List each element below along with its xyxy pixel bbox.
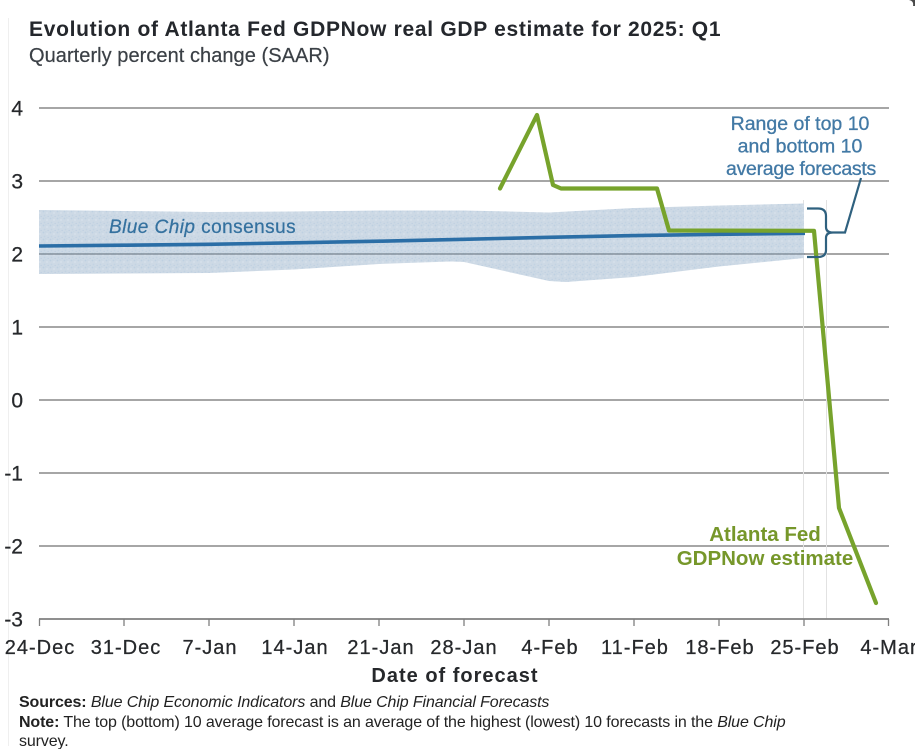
svg-text:-1: -1 (4, 463, 23, 486)
svg-text:3: 3 (11, 171, 23, 194)
svg-text:Atlanta Fed: Atlanta Fed (709, 523, 821, 546)
svg-text:Note: The top (bottom) 10 aver: Note: The top (bottom) 10 average foreca… (19, 714, 786, 731)
svg-text:Quarterly percent change (SAAR: Quarterly percent change (SAAR) (29, 45, 330, 67)
svg-text:1: 1 (11, 317, 23, 340)
svg-text:24-Dec: 24-Dec (5, 637, 75, 659)
svg-text:-3: -3 (4, 609, 23, 632)
svg-text:Evolution of Atlanta Fed GDPNo: Evolution of Atlanta Fed GDPNow real GDP… (29, 18, 721, 41)
svg-text:average forecasts: average forecasts (726, 158, 876, 180)
svg-text:survey.: survey. (19, 733, 69, 749)
svg-text:Date of forecast: Date of forecast (371, 665, 538, 687)
svg-text:18-Feb: 18-Feb (685, 637, 754, 659)
svg-text:7-Jan: 7-Jan (182, 637, 237, 659)
svg-text:25-Feb: 25-Feb (770, 637, 839, 659)
svg-text:2: 2 (11, 244, 23, 267)
svg-text:11-Feb: 11-Feb (601, 637, 669, 659)
svg-text:Range of top 10: Range of top 10 (731, 113, 870, 135)
svg-text:Sources: Blue Chip Economic In: Sources: Blue Chip Economic Indicators a… (19, 694, 549, 711)
svg-text:GDPNow estimate: GDPNow estimate (677, 547, 854, 570)
svg-text:and bottom 10: and bottom 10 (738, 136, 863, 158)
svg-text:4-Mar: 4-Mar (860, 637, 915, 659)
svg-text:4-Feb: 4-Feb (521, 637, 578, 659)
svg-text:4: 4 (11, 98, 23, 121)
svg-text:21-Jan: 21-Jan (347, 637, 414, 659)
svg-text:-2: -2 (4, 536, 23, 559)
svg-text:28-Jan: 28-Jan (430, 637, 497, 659)
svg-text:Blue Chip consensus: Blue Chip consensus (109, 217, 296, 238)
svg-text:14-Jan: 14-Jan (261, 637, 328, 659)
svg-text:0: 0 (11, 390, 23, 413)
svg-text:31-Dec: 31-Dec (91, 637, 161, 659)
